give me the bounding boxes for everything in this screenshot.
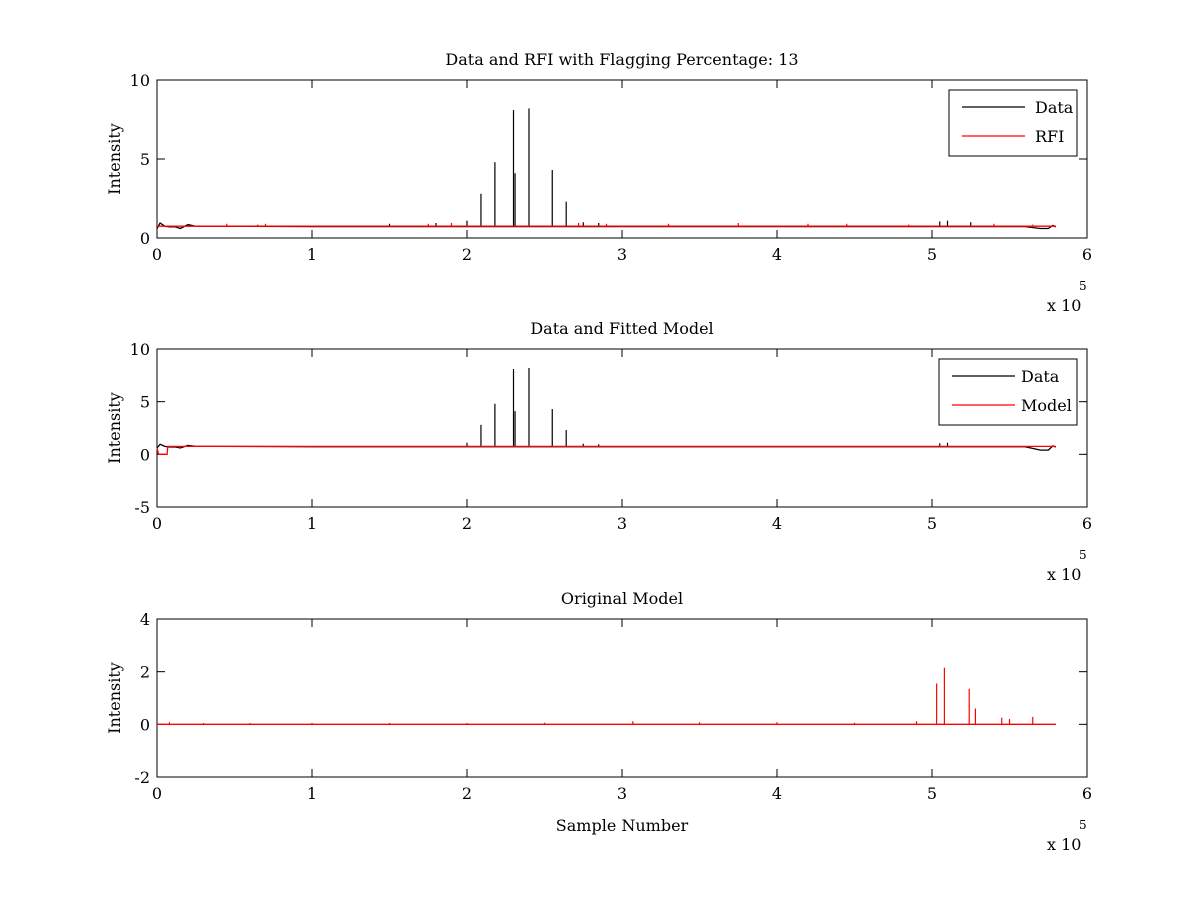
series-model bbox=[156, 445, 1056, 455]
x-tick-label: 0 bbox=[152, 514, 162, 533]
x-tick-label: 4 bbox=[772, 245, 782, 264]
x-tick-label: 4 bbox=[772, 514, 782, 533]
legend-entry: Data bbox=[1035, 98, 1074, 117]
legend-box bbox=[948, 89, 1078, 157]
y-tick-label: 4 bbox=[140, 610, 150, 629]
x-tick-label: 5 bbox=[927, 784, 937, 803]
x-exponent-base: x 10 bbox=[1047, 565, 1081, 584]
y-axis-label: Intensity bbox=[105, 392, 124, 464]
x-tick-label: 6 bbox=[1082, 245, 1092, 264]
y-tick-label: 10 bbox=[130, 71, 150, 90]
legend-entry: Model bbox=[1021, 396, 1072, 415]
x-exponent-power: 5 bbox=[1079, 818, 1087, 832]
x-tick-label: 3 bbox=[617, 245, 627, 264]
axes-frame bbox=[156, 79, 1088, 239]
y-tick-label: 0 bbox=[140, 715, 150, 734]
x-tick-label: 0 bbox=[152, 784, 162, 803]
x-exponent-power: 5 bbox=[1079, 548, 1087, 562]
legend-box bbox=[938, 358, 1078, 426]
x-tick-label: 1 bbox=[307, 514, 317, 533]
y-axis-label: Intensity bbox=[105, 123, 124, 195]
y-tick-label: -5 bbox=[134, 498, 150, 517]
chart-title: Original Model bbox=[561, 589, 683, 608]
x-tick-label: 5 bbox=[927, 514, 937, 533]
series-rfi bbox=[157, 222, 1056, 227]
y-tick-label: 2 bbox=[140, 663, 150, 682]
x-tick-label: 6 bbox=[1082, 514, 1092, 533]
x-tick-label: 2 bbox=[462, 245, 472, 264]
x-exponent-power: 5 bbox=[1079, 279, 1087, 293]
x-tick-label: 2 bbox=[462, 784, 472, 803]
legend: Data RFI bbox=[948, 89, 1078, 157]
y-tick-label: 0 bbox=[140, 229, 150, 248]
y-tick-label: 5 bbox=[140, 150, 150, 169]
y-tick-label: -2 bbox=[134, 768, 150, 787]
chart-title: Data and RFI with Flagging Percentage: 1… bbox=[445, 50, 798, 69]
x-tick-label: 3 bbox=[617, 514, 627, 533]
legend: Data Model bbox=[938, 358, 1078, 426]
y-tick-label: 10 bbox=[130, 340, 150, 359]
y-tick-label: 5 bbox=[140, 393, 150, 412]
y-axis-label: Intensity bbox=[105, 662, 124, 734]
legend-entry: RFI bbox=[1035, 127, 1064, 146]
x-tick-label: 6 bbox=[1082, 784, 1092, 803]
legend-entry: Data bbox=[1021, 367, 1060, 386]
x-tick-label: 0 bbox=[152, 245, 162, 264]
x-tick-label: 4 bbox=[772, 784, 782, 803]
x-tick-label: 1 bbox=[307, 245, 317, 264]
axes-frame bbox=[156, 348, 1088, 508]
x-exponent-base: x 10 bbox=[1047, 296, 1081, 315]
x-axis-label: Sample Number bbox=[556, 816, 689, 835]
series-original-model bbox=[157, 667, 1056, 725]
chart-title: Data and Fitted Model bbox=[530, 319, 713, 338]
x-tick-label: 5 bbox=[927, 245, 937, 264]
x-tick-label: 3 bbox=[617, 784, 627, 803]
subplot-1: Data and RFI with Flagging Percentage: 1… bbox=[105, 50, 1092, 315]
axes-frame bbox=[156, 618, 1088, 778]
series-line bbox=[156, 445, 1056, 455]
y-tick-label: 0 bbox=[140, 445, 150, 464]
subplot-3: Original Model Intensity Sample Number 0 1 2 3… bbox=[105, 589, 1092, 854]
x-tick-label: 2 bbox=[462, 514, 472, 533]
x-tick-label: 1 bbox=[307, 784, 317, 803]
x-exponent-base: x 10 bbox=[1047, 835, 1081, 854]
